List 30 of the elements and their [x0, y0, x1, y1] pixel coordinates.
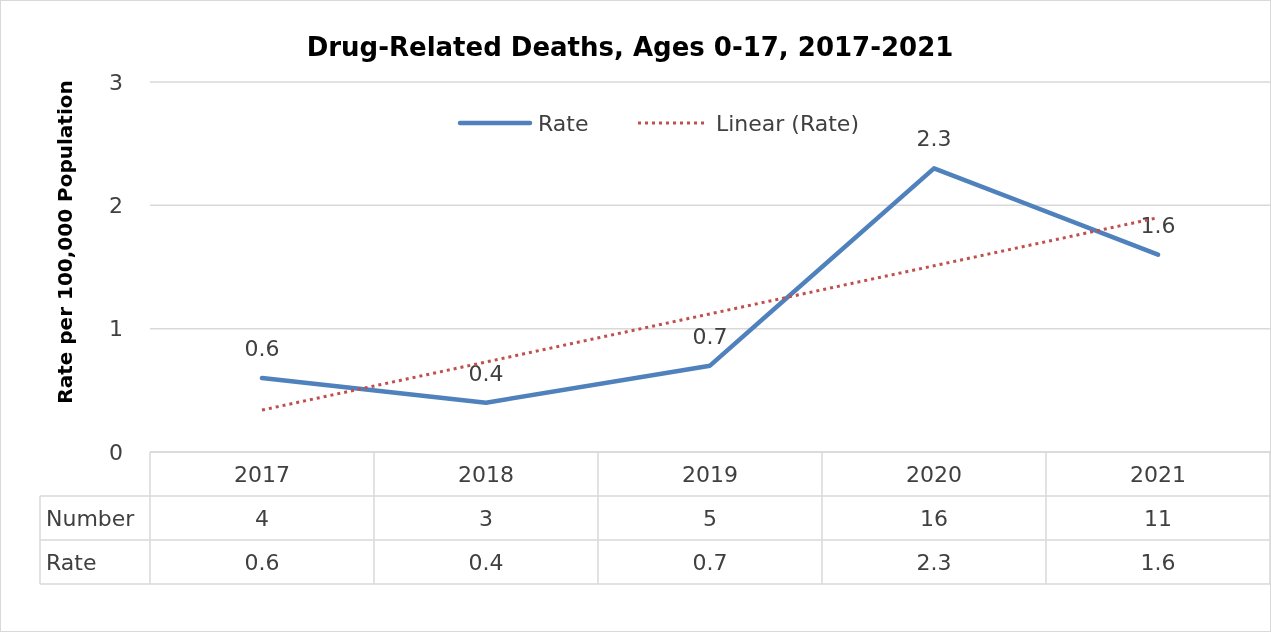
text: 1.6	[1140, 212, 1176, 238]
data-label: 0.4	[468, 549, 504, 575]
data-label: 0.7	[692, 549, 728, 575]
text: 2.3	[916, 126, 952, 152]
text: 11	[1144, 505, 1172, 531]
data-label: 2.3	[916, 549, 952, 575]
x-tick-label: 2018	[458, 461, 514, 487]
y-tick-label: 3	[109, 69, 123, 95]
data-label: 0.6	[244, 549, 280, 575]
text: Rate	[46, 549, 97, 575]
text: 5	[703, 505, 717, 531]
y-tick-label: 0	[109, 439, 123, 465]
text: Number	[46, 505, 136, 531]
x-tick-label: 2019	[682, 461, 738, 487]
chart-title: Drug-Related Deaths, Ages 0-17, 2017-2021	[306, 32, 954, 62]
legend-label: Rate	[538, 110, 589, 136]
y-axis-title: Rate per 100,000 Population	[53, 80, 77, 404]
text: 3	[479, 505, 493, 531]
text: 0.7	[692, 323, 728, 349]
data-label: 1.6	[1140, 549, 1176, 575]
text: 0.6	[244, 336, 280, 361]
x-tick-label: 2021	[1130, 461, 1186, 487]
text: 4	[255, 505, 269, 531]
y-tick-label: 2	[109, 193, 123, 219]
y-tick-label: 1	[109, 316, 123, 342]
text: 0.4	[468, 360, 504, 386]
legend-label: Linear (Rate)	[716, 110, 859, 136]
text: 16	[920, 505, 948, 531]
x-tick-label: 2017	[234, 461, 290, 487]
x-tick-label: 2020	[906, 461, 962, 487]
